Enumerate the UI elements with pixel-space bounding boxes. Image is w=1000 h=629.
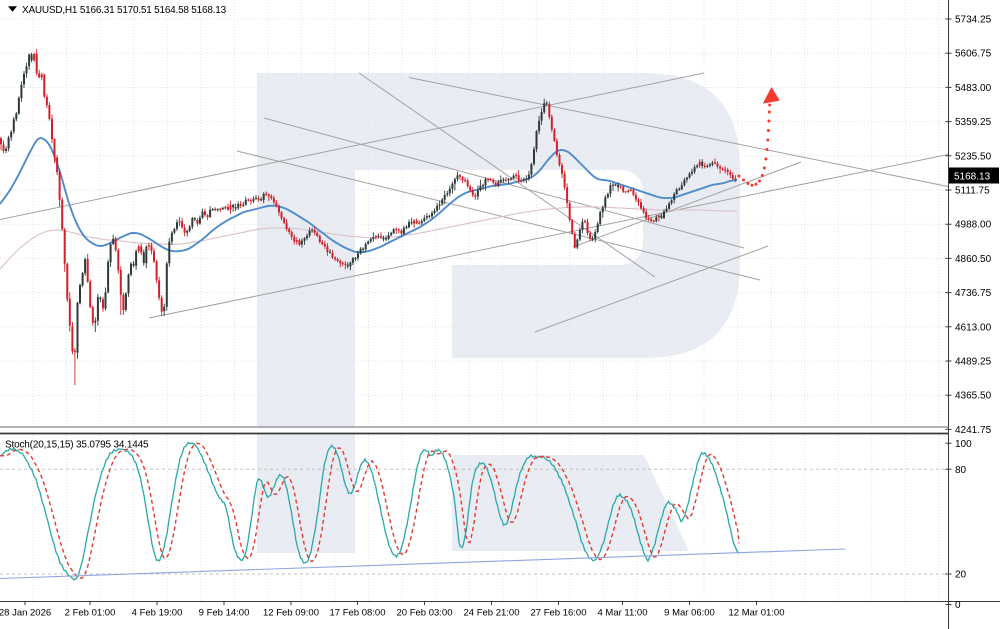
svg-text:12 Mar 01:00: 12 Mar 01:00 <box>729 608 785 619</box>
svg-text:2 Feb 01:00: 2 Feb 01:00 <box>65 608 116 619</box>
svg-text:5359.25: 5359.25 <box>955 117 992 128</box>
svg-text:4 Feb 19:00: 4 Feb 19:00 <box>132 608 183 619</box>
svg-text:9 Mar 06:00: 9 Mar 06:00 <box>664 608 715 619</box>
svg-text:28 Jan 2026: 28 Jan 2026 <box>0 608 51 619</box>
svg-text:24 Feb 21:00: 24 Feb 21:00 <box>464 608 520 619</box>
svg-text:5111.75: 5111.75 <box>955 186 990 197</box>
svg-text:4860.50: 4860.50 <box>955 254 992 265</box>
svg-text:5606.75: 5606.75 <box>955 49 992 60</box>
svg-text:4489.25: 4489.25 <box>955 357 992 368</box>
svg-text:4241.75: 4241.75 <box>955 425 992 436</box>
svg-text:27 Feb 16:00: 27 Feb 16:00 <box>531 608 587 619</box>
svg-text:9 Feb 14:00: 9 Feb 14:00 <box>199 608 250 619</box>
svg-text:5734.25: 5734.25 <box>955 15 992 26</box>
svg-text:100: 100 <box>955 439 972 450</box>
svg-text:4 Mar 11:00: 4 Mar 11:00 <box>598 608 648 619</box>
svg-text:XAUUSD,H1 5166.31 5170.51 516: XAUUSD,H1 5166.31 5170.51 5164.58 5168.1… <box>22 5 227 16</box>
svg-text:4988.00: 4988.00 <box>955 220 992 231</box>
svg-text:5235.50: 5235.50 <box>955 151 992 162</box>
svg-text:20: 20 <box>955 570 967 581</box>
svg-text:5483.00: 5483.00 <box>955 83 992 94</box>
svg-text:80: 80 <box>955 465 967 476</box>
svg-text:12 Feb 09:00: 12 Feb 09:00 <box>263 608 319 619</box>
svg-text:5168.13: 5168.13 <box>954 172 991 183</box>
svg-text:4365.50: 4365.50 <box>955 391 992 402</box>
svg-text:0: 0 <box>955 600 961 611</box>
svg-text:4613.00: 4613.00 <box>955 322 992 333</box>
svg-text:17 Feb 08:00: 17 Feb 08:00 <box>330 608 386 619</box>
svg-text:4736.75: 4736.75 <box>955 288 992 299</box>
svg-text:Stoch(20,15,15) 35.0795 34.144: Stoch(20,15,15) 35.0795 34.1445 <box>5 440 149 451</box>
svg-text:20 Feb 03:00: 20 Feb 03:00 <box>397 608 453 619</box>
